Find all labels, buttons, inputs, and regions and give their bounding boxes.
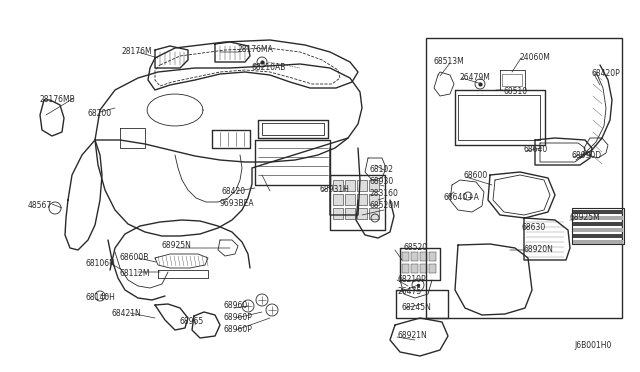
Text: 48567: 48567	[28, 201, 52, 209]
Bar	[333, 180, 343, 191]
Text: 28176M: 28176M	[122, 46, 152, 55]
Text: 68965: 68965	[180, 317, 204, 327]
Bar	[429, 252, 436, 261]
Bar	[345, 208, 355, 219]
Text: 68520: 68520	[404, 243, 428, 251]
Text: 9693BEA: 9693BEA	[220, 199, 255, 208]
Text: 68245N: 68245N	[402, 302, 432, 311]
Bar	[573, 216, 623, 220]
Text: 68140H: 68140H	[86, 294, 116, 302]
Text: 68930: 68930	[370, 177, 394, 186]
Bar	[369, 208, 379, 219]
Text: 26479M: 26479M	[460, 74, 491, 83]
Text: 68640+A: 68640+A	[444, 193, 480, 202]
Text: 68630: 68630	[522, 224, 547, 232]
Bar	[402, 264, 409, 273]
Text: 68090D: 68090D	[571, 151, 601, 160]
Text: 68210AB: 68210AB	[252, 62, 286, 71]
Bar	[573, 234, 623, 238]
Bar	[411, 264, 418, 273]
Bar	[369, 194, 379, 205]
Text: 68420: 68420	[222, 187, 246, 196]
Text: 68600: 68600	[464, 170, 488, 180]
Text: 68600B: 68600B	[120, 253, 149, 262]
Bar	[573, 210, 623, 214]
Bar	[369, 180, 379, 191]
Text: 68200: 68200	[88, 109, 112, 118]
Bar	[333, 194, 343, 205]
Text: 68640: 68640	[524, 145, 548, 154]
Bar	[357, 208, 367, 219]
Bar	[345, 180, 355, 191]
Bar	[420, 264, 427, 273]
Text: J6B001H0: J6B001H0	[574, 341, 611, 350]
Bar	[333, 208, 343, 219]
Text: 68102: 68102	[370, 166, 394, 174]
Text: 68420P: 68420P	[592, 68, 621, 77]
Text: 68960P: 68960P	[223, 324, 252, 334]
Bar	[426, 38, 622, 318]
Bar	[573, 240, 623, 244]
Text: 28176MA: 28176MA	[238, 45, 274, 55]
Text: 68421N: 68421N	[112, 308, 141, 317]
Text: 68520M: 68520M	[370, 202, 401, 211]
Bar	[357, 180, 367, 191]
Text: 68510: 68510	[503, 87, 527, 96]
Bar	[429, 264, 436, 273]
Text: 68210P: 68210P	[398, 275, 427, 283]
Text: 68931H: 68931H	[320, 186, 350, 195]
Text: 68921N: 68921N	[397, 331, 427, 340]
Text: 283160: 283160	[370, 189, 399, 199]
Bar	[420, 252, 427, 261]
Text: 26475: 26475	[398, 286, 422, 295]
Bar	[357, 194, 367, 205]
Text: 68513M: 68513M	[434, 58, 465, 67]
Bar	[411, 252, 418, 261]
Bar	[572, 208, 624, 244]
Bar	[345, 194, 355, 205]
Text: 68106N: 68106N	[86, 260, 116, 269]
Text: 68960P: 68960P	[223, 312, 252, 321]
Text: 68925M: 68925M	[570, 214, 601, 222]
Text: 68960: 68960	[223, 301, 247, 311]
Bar	[402, 252, 409, 261]
Text: 28176MB: 28176MB	[40, 94, 76, 103]
Text: 68920N: 68920N	[524, 244, 554, 253]
Text: 24060M: 24060M	[519, 52, 550, 61]
Text: 68925N: 68925N	[162, 241, 192, 250]
Bar	[573, 222, 623, 226]
Bar	[573, 228, 623, 232]
Text: 68112M: 68112M	[120, 269, 150, 278]
